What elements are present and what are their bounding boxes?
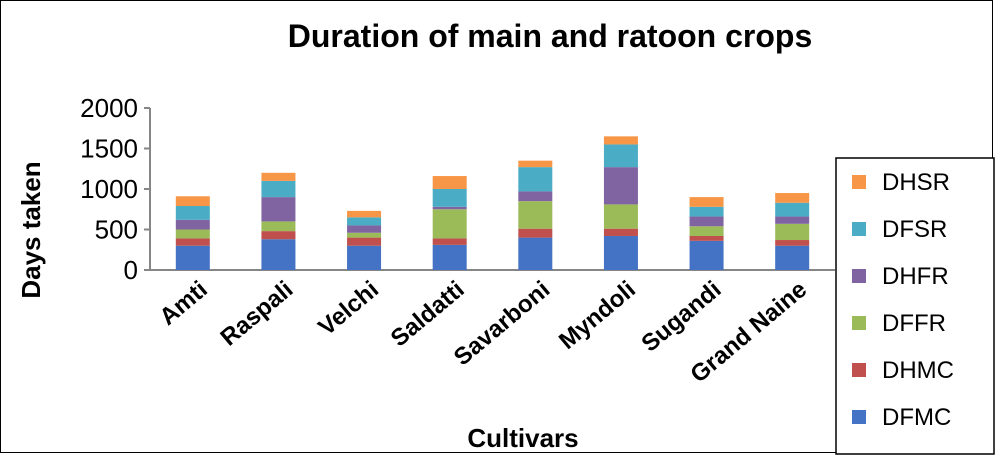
legend: DHSR DFSR DHFR DFFR DHMC DFMC [835,157,995,455]
bar-segment-dfsr [518,167,553,192]
legend-swatch-dffr [852,316,866,330]
category-label: Savarboni [449,276,555,371]
category-label: Velchi [313,276,383,341]
y-tick-label: 1000 [80,174,138,204]
legend-box [835,157,995,455]
bar-segment-dfmc [518,237,553,270]
bar-segment-dffr [518,201,553,229]
bar-segment-dfsr [432,189,467,207]
category-labels: Amti Raspali Velchi SaldattiSavarboniMyndol… [154,276,812,388]
legend-swatch-dhsr [852,175,866,189]
bar-segment-dfmc [775,245,810,270]
bar-segment-dhsr [347,210,382,218]
bar-segment-dhmc [518,228,553,238]
bar-segment-dhmc [347,237,382,246]
category-label: Amti [154,276,212,331]
bar-segment-dffr [261,221,296,232]
bar-segment-dffr [432,209,467,239]
legend-label-dhfr: DHFR [882,263,949,290]
bar-segment-dhsr [775,193,810,203]
legend-label-dfsr: DFSR [882,216,947,243]
category-label: Saldatti [386,276,470,352]
y-tick-label: 2000 [80,93,138,123]
bar-segment-dhfr [689,216,724,227]
bar-segment-dfsr [775,202,810,217]
bar-segment-dffr [603,204,638,229]
y-ticks: 0 500 1000 1500 2000 [80,93,150,285]
bar-segment-dfmc [261,239,296,270]
bar-segment-dfsr [261,180,296,198]
bar-segment-dhfr [261,197,296,222]
legend-label-dffr: DFFR [882,310,946,337]
bar-segment-dhfr [775,216,810,224]
bar-segment-dhsr [175,196,210,207]
bar-segment-dhmc [432,238,467,245]
bar-segment-dhfr [175,219,210,230]
legend-label-dfmc: DFMC [882,404,951,431]
legend-swatch-dfsr [852,222,866,236]
bar-segment-dffr [347,232,382,238]
bar-segment-dhfr [432,206,467,210]
legend-swatch-dhfr [852,269,866,283]
bar-segment-dfmc [432,244,467,270]
chart-title: Duration of main and ratoon crops [288,18,812,54]
bar-segment-dfsr [689,206,724,217]
bar-segment-dhmc [775,240,810,246]
bar-segment-dhmc [261,231,296,240]
bar-segment-dfsr [603,144,638,168]
y-tick-label: 500 [95,215,138,245]
bar-segment-dhsr [518,160,553,168]
bar-segment-dhsr [689,197,724,207]
bar-segment-dhsr [261,172,296,181]
bar-segment-dhmc [175,238,210,246]
bars [175,136,810,270]
bar-segment-dhmc [603,228,638,236]
bar-segment-dhfr [347,225,382,233]
legend-swatch-dhmc [852,363,866,377]
bar-segment-dffr [175,229,210,239]
bar-segment-dhsr [432,176,467,189]
bar-segment-dffr [689,226,724,236]
bar-segment-dhsr [603,136,638,145]
bar-segment-dfsr [347,217,382,226]
category-label: Myndoli [554,276,641,355]
bar-segment-dfmc [603,235,638,270]
bar-segment-dfsr [175,206,210,220]
category-label: Raspali [216,276,299,352]
y-axis-title: Days taken [16,161,46,298]
bar-segment-dhfr [603,167,638,205]
legend-label-dhmc: DHMC [882,357,954,384]
bar-segment-dfmc [689,240,724,270]
bar-segment-dfmc [347,245,382,270]
bar-segment-dhmc [689,235,724,241]
legend-swatch-dfmc [852,410,866,424]
legend-label-dhsr: DHSR [882,169,950,196]
bar-segment-dhfr [518,191,553,202]
y-tick-label: 1500 [80,134,138,164]
y-tick-label: 0 [124,255,138,285]
x-axis-title: Cultivars [467,423,578,453]
bar-segment-dfmc [175,245,210,270]
bar-segment-dffr [775,223,810,241]
